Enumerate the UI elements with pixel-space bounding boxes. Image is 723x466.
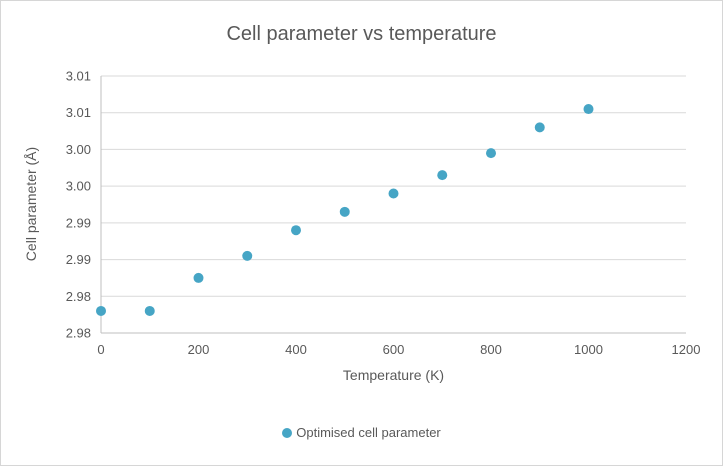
y-tick-label: 3.00 bbox=[66, 179, 91, 194]
data-point bbox=[437, 170, 448, 181]
y-axis-title: Cell parameter (Å) bbox=[23, 146, 39, 262]
legend: Optimised cell parameter bbox=[1, 425, 722, 440]
data-point bbox=[339, 206, 350, 217]
data-point bbox=[242, 250, 253, 261]
x-tick-label: 400 bbox=[285, 342, 307, 357]
y-tick-label: 2.99 bbox=[66, 215, 91, 230]
y-tick-label: 3.00 bbox=[66, 142, 91, 157]
legend-label: Optimised cell parameter bbox=[296, 425, 441, 440]
x-tick-label: 1200 bbox=[672, 342, 701, 357]
y-tick-label: 2.98 bbox=[66, 326, 91, 341]
x-tick-label: 1000 bbox=[574, 342, 603, 357]
data-point bbox=[96, 305, 106, 316]
y-tick-label: 3.01 bbox=[66, 69, 91, 84]
y-tick-label: 2.98 bbox=[66, 289, 91, 304]
x-tick-label: 800 bbox=[480, 342, 502, 357]
y-tick-label: 2.99 bbox=[66, 252, 91, 267]
data-point bbox=[144, 305, 155, 316]
x-tick-label: 0 bbox=[97, 342, 104, 357]
x-axis-title: Temperature (K) bbox=[342, 367, 445, 383]
data-point bbox=[486, 148, 496, 159]
data-point bbox=[388, 188, 399, 199]
data-point bbox=[291, 225, 301, 236]
legend-marker-icon bbox=[282, 427, 293, 438]
chart-title: Cell parameter vs temperature bbox=[226, 23, 497, 45]
data-point bbox=[583, 104, 594, 115]
data-point bbox=[534, 122, 545, 133]
data-point bbox=[193, 272, 204, 283]
x-tick-label: 600 bbox=[383, 342, 405, 357]
x-tick-label: 200 bbox=[188, 342, 210, 357]
y-tick-label: 3.01 bbox=[66, 105, 91, 120]
